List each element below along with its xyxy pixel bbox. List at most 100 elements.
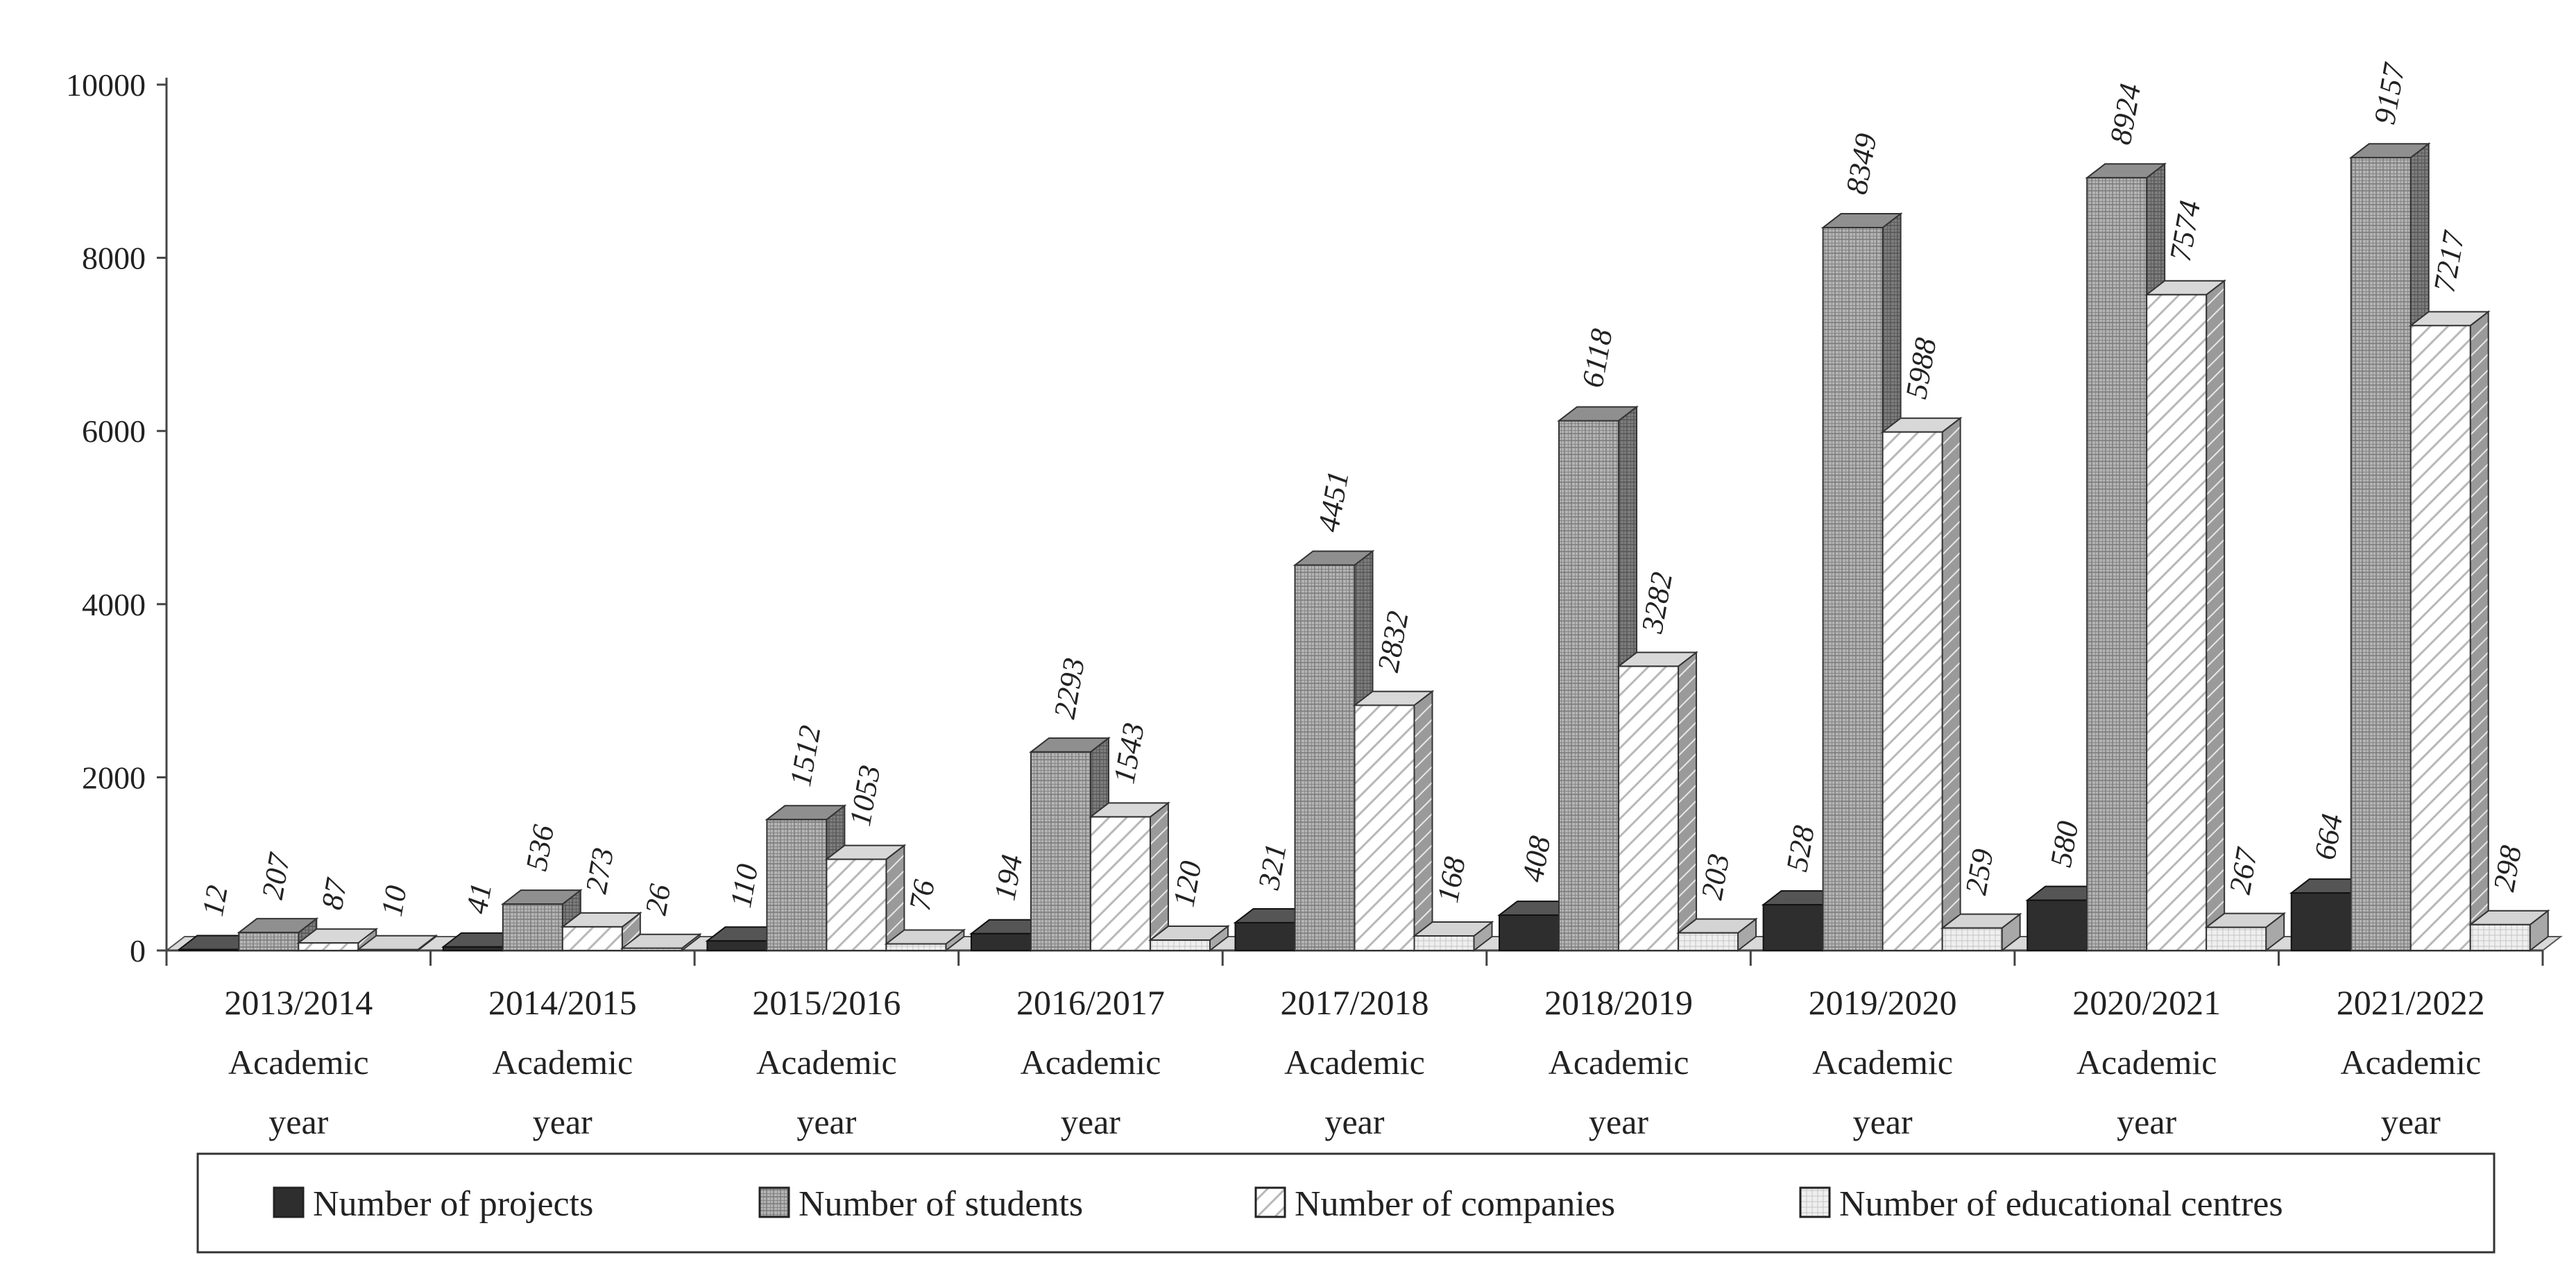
bar-front-face: [826, 858, 887, 951]
data-label: 26: [638, 882, 677, 918]
bar-front-face: [1762, 904, 1824, 951]
bar-front-face: [2027, 899, 2088, 951]
bar-front-face: [2206, 926, 2267, 951]
bar-companies: 1053: [824, 762, 907, 953]
x-category-label: Academic: [1021, 1043, 1161, 1082]
data-label: 4451: [1311, 468, 1356, 534]
bar-side-face: [1678, 651, 1698, 953]
x-category-label: year: [2117, 1102, 2176, 1141]
bar-students: 8349: [1820, 131, 1903, 953]
bar-projects: 194: [969, 852, 1051, 953]
x-category-label: Academic: [756, 1043, 897, 1082]
y-tick-label: 10000: [66, 67, 146, 103]
bar-side-face: [2469, 310, 2489, 953]
x-category-label: Academic: [228, 1043, 369, 1082]
data-label: 2832: [1371, 608, 1415, 674]
x-category-label: year: [1853, 1102, 1913, 1141]
data-label: 10: [375, 883, 413, 919]
data-label: 6118: [1576, 326, 1619, 390]
bar-companies: 2832: [1352, 608, 1435, 953]
legend-label-students: Number of students: [799, 1184, 1083, 1224]
bar-centres: 120: [1148, 858, 1230, 953]
bar-front-face: [2350, 157, 2412, 951]
bar-front-face: [442, 946, 504, 951]
data-label: 110: [724, 862, 765, 910]
data-label: 7217: [2427, 228, 2471, 295]
bar-centres: 168: [1412, 854, 1494, 953]
x-category-label: year: [1061, 1102, 1120, 1141]
data-label: 194: [988, 852, 1030, 903]
bar-centres: 298: [2468, 843, 2550, 953]
data-label: 267: [2223, 844, 2264, 896]
bar-side-face: [1941, 416, 1961, 953]
legend-label-centres: Number of educational centres: [1839, 1184, 2283, 1224]
data-label: 664: [2308, 811, 2349, 862]
bar-front-face: [970, 932, 1032, 952]
bar-front-face: [238, 932, 300, 951]
x-category-label: year: [533, 1102, 592, 1141]
bar-companies: 87: [296, 875, 379, 953]
data-label: 5988: [1899, 335, 1943, 401]
data-label: 7574: [2163, 198, 2208, 264]
plot-area: 0 2000 4000 6000 8000 10000 2013/2014 Academic y…: [66, 60, 2563, 1141]
bar-companies: 273: [560, 845, 642, 953]
x-category-label: year: [1589, 1102, 1648, 1141]
bar-centres: 259: [1940, 846, 2022, 953]
data-label: 168: [1431, 854, 1472, 905]
bar-front-face: [1558, 420, 1620, 951]
bar-students: 207: [237, 849, 319, 953]
data-label: 2293: [1048, 655, 1092, 721]
data-label: 207: [255, 849, 297, 901]
x-category-label: 2017/2018: [1281, 983, 1429, 1022]
legend-swatch-students: [758, 1186, 790, 1218]
data-label: 120: [1167, 858, 1209, 910]
bar-students: 536: [500, 822, 583, 953]
bar-front-face: [502, 903, 563, 951]
bar-front-face: [1030, 751, 1091, 952]
bar-front-face: [561, 925, 623, 951]
data-label: 298: [2487, 843, 2528, 894]
bar-front-face: [2086, 177, 2148, 951]
bar-front-face: [2290, 892, 2352, 952]
bar-companies: 7574: [2144, 198, 2227, 953]
data-label: 580: [2044, 819, 2085, 870]
bar-front-face: [621, 947, 683, 952]
data-label: 8349: [1839, 131, 1884, 197]
bar-front-face: [1822, 227, 1884, 951]
bar-centres: 76: [884, 877, 966, 953]
bar-projects: 12: [177, 882, 259, 953]
bar-front-face: [2409, 325, 2471, 951]
data-label: 9157: [2367, 60, 2412, 127]
bar-side-face: [2206, 279, 2226, 953]
bar-front-face: [298, 942, 359, 952]
bar-front-face: [885, 943, 947, 952]
x-category-label: year: [268, 1102, 328, 1141]
bar-front-face: [766, 819, 828, 951]
y-tick-label: 8000: [82, 241, 146, 276]
legend: Number of projects Number of students Numb…: [196, 1152, 2496, 1254]
bar-front-face: [1354, 704, 1415, 951]
x-category-label: 2014/2015: [488, 983, 637, 1022]
data-label: 321: [1252, 841, 1293, 892]
data-label: 8924: [2104, 81, 2148, 147]
bar-centres: 10: [356, 883, 438, 953]
x-category-label: 2015/2016: [752, 983, 901, 1022]
data-label: 3282: [1635, 570, 1679, 636]
x-category-label: 2013/2014: [224, 983, 373, 1022]
data-label: 12: [196, 882, 234, 919]
data-label: 259: [1959, 846, 2000, 898]
bar-front-face: [2146, 293, 2208, 952]
x-category-label: Academic: [2076, 1043, 2217, 1082]
data-label: 87: [315, 875, 354, 912]
x-category-label: Academic: [2340, 1043, 2481, 1082]
bar-front-face: [1149, 939, 1211, 952]
bar-front-face: [1618, 665, 1680, 951]
x-category-label: Academic: [1284, 1043, 1425, 1082]
bar-front-face: [1678, 932, 1739, 952]
legend-swatch-projects: [273, 1186, 305, 1218]
x-category-label: Academic: [492, 1043, 633, 1082]
legend-box: [196, 1152, 2496, 1254]
data-label: 203: [1695, 851, 1737, 903]
x-category-label: 2019/2020: [1809, 983, 1957, 1022]
